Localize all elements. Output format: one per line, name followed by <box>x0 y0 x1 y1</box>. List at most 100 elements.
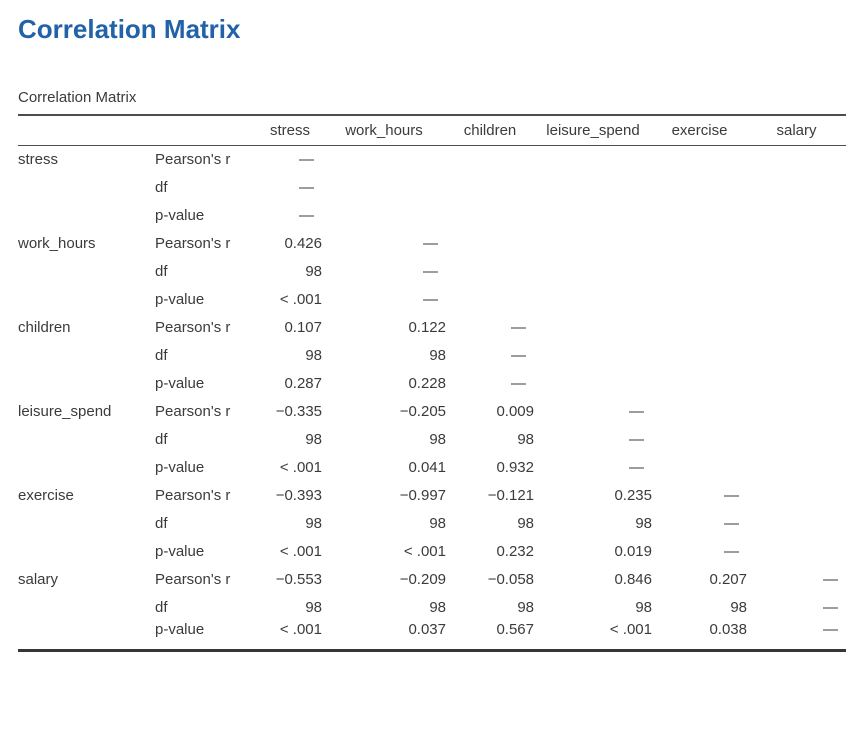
value-cell <box>652 397 747 425</box>
value-cell <box>652 173 747 201</box>
column-header-work_hours: work_hours <box>322 115 446 146</box>
column-header-salary: salary <box>747 115 846 146</box>
value-cell <box>747 229 846 257</box>
value-cell: 0.038 <box>709 621 747 638</box>
value-cell: −0.553 <box>275 570 322 588</box>
value-cell <box>534 313 652 341</box>
value-cell <box>652 369 747 397</box>
value-cell <box>652 201 747 229</box>
value-cell <box>747 201 846 229</box>
value-cell <box>747 453 846 481</box>
stat-label: df <box>155 262 168 280</box>
value-cell: −0.209 <box>399 570 446 588</box>
value-cell: — <box>724 514 739 532</box>
value-cell <box>322 173 446 201</box>
value-cell <box>747 173 846 201</box>
value-cell <box>747 369 846 397</box>
column-header-stress: stress <box>258 115 322 146</box>
value-cell <box>652 257 747 285</box>
value-cell: 0.846 <box>614 570 652 588</box>
variable-label <box>18 425 155 453</box>
variable-label <box>18 257 155 285</box>
table-row: p-value 0.287 0.228 — <box>18 369 846 397</box>
stat-label: df <box>155 178 168 196</box>
variable-label: children <box>18 318 71 336</box>
stat-label: Pearson's r <box>155 318 231 336</box>
value-cell: 0.019 <box>614 542 652 560</box>
variable-label: stress <box>18 150 59 168</box>
value-cell <box>747 425 846 453</box>
value-cell: — <box>629 430 644 448</box>
value-cell <box>652 285 747 313</box>
value-cell <box>446 285 534 313</box>
header-row: stress work_hours children leisure_spend exe… <box>18 115 846 146</box>
value-cell: 0.287 <box>284 374 322 392</box>
table-row: df — <box>18 173 846 201</box>
variable-label <box>18 285 155 313</box>
analysis-output-panel[interactable]: Correlation Matrix Correlation Matrix st… <box>0 13 855 739</box>
value-cell: 98 <box>429 598 446 616</box>
value-cell: 98 <box>429 514 446 532</box>
value-cell <box>534 173 652 201</box>
value-cell: < .001 <box>279 621 322 638</box>
value-cell: — <box>299 178 314 196</box>
table-row: leisure_spend Pearson's r −0.335 −0.205 0.00… <box>18 397 846 425</box>
value-cell: < .001 <box>403 542 446 560</box>
value-cell: 0.207 <box>709 570 747 588</box>
value-cell: 0.041 <box>408 458 446 476</box>
value-cell <box>652 453 747 481</box>
value-cell: 98 <box>305 430 322 448</box>
page-title[interactable]: Correlation Matrix <box>18 14 241 44</box>
variable-label: exercise <box>18 486 74 504</box>
correlation-matrix-table[interactable]: stress work_hours children leisure_spend exe… <box>18 114 846 652</box>
variable-label <box>18 201 155 229</box>
value-cell: 0.235 <box>614 486 652 504</box>
value-cell <box>747 145 846 173</box>
variable-label: work_hours <box>18 234 96 252</box>
value-cell: — <box>423 262 438 280</box>
value-cell <box>652 313 747 341</box>
variable-label <box>18 621 155 651</box>
variable-label <box>18 509 155 537</box>
value-cell: −0.205 <box>399 402 446 420</box>
value-cell: 0.009 <box>496 402 534 420</box>
table-row: df 98 98 98 — <box>18 425 846 453</box>
value-cell <box>446 257 534 285</box>
value-cell <box>747 537 846 565</box>
variable-label <box>18 453 155 481</box>
stat-label: Pearson's r <box>155 570 231 588</box>
value-cell <box>322 201 446 229</box>
value-cell: 98 <box>305 598 322 616</box>
value-cell: 98 <box>429 346 446 364</box>
value-cell: 0.232 <box>496 542 534 560</box>
value-cell <box>322 145 446 173</box>
stat-label: df <box>155 346 168 364</box>
value-cell: < .001 <box>609 621 652 638</box>
variable-label <box>18 369 155 397</box>
value-cell: 0.107 <box>284 318 322 336</box>
header-spacer-stat <box>155 115 258 146</box>
value-cell <box>652 145 747 173</box>
value-cell <box>534 285 652 313</box>
column-header-children: children <box>446 115 534 146</box>
table-row: df 98 — <box>18 257 846 285</box>
variable-label <box>18 341 155 369</box>
value-cell <box>652 229 747 257</box>
value-cell <box>747 481 846 509</box>
value-cell: — <box>724 486 739 504</box>
value-cell: — <box>629 458 644 476</box>
stat-label: p-value <box>155 374 205 392</box>
value-cell: — <box>511 374 526 392</box>
table-row: work_hours Pearson's r 0.426 — <box>18 229 846 257</box>
value-cell <box>747 285 846 313</box>
value-cell <box>747 397 846 425</box>
table-row: exercise Pearson's r −0.393 −0.997 −0.121 0.2… <box>18 481 846 509</box>
stat-label: Pearson's r <box>155 234 231 252</box>
value-cell: 98 <box>517 430 534 448</box>
value-cell <box>534 201 652 229</box>
stat-label: df <box>155 430 168 448</box>
value-cell: 98 <box>517 598 534 616</box>
variable-label: leisure_spend <box>18 402 112 420</box>
value-cell <box>534 341 652 369</box>
table-row: df 98 98 98 98 — <box>18 509 846 537</box>
